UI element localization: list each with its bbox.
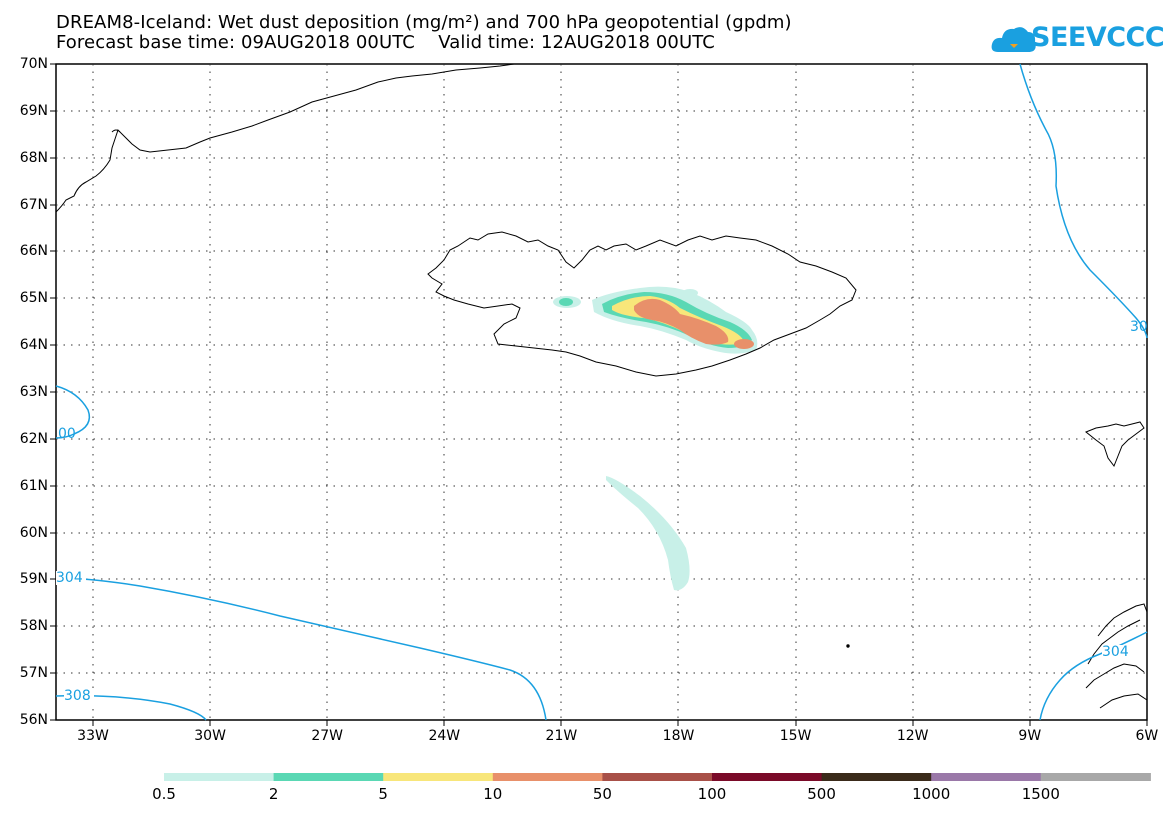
contour-label-304-east: 304 bbox=[1102, 645, 1138, 659]
colorbar-label: 5 bbox=[378, 785, 388, 803]
colorbar-swatch bbox=[712, 773, 823, 781]
lat-label: 66N bbox=[19, 243, 48, 260]
lat-label: 70N bbox=[19, 56, 48, 72]
dust-deposition-shading bbox=[553, 286, 758, 591]
lat-label: 57N bbox=[19, 665, 48, 682]
lat-label: 62N bbox=[19, 430, 48, 447]
colorbar-label: 1500 bbox=[1021, 785, 1060, 803]
lon-label: 30W bbox=[194, 728, 226, 744]
lat-label: 65N bbox=[19, 290, 48, 307]
lon-label: 24W bbox=[428, 728, 461, 744]
map-frame bbox=[55, 63, 1148, 721]
lon-label: 9W bbox=[1018, 728, 1042, 744]
lon-label: 21W bbox=[545, 728, 578, 744]
contour-label-30-east: 30 bbox=[1130, 319, 1148, 335]
colorbar-swatch bbox=[821, 773, 932, 781]
map-subtitle: Forecast base time: 09AUG2018 00UTC Vali… bbox=[56, 32, 715, 53]
tick-marks bbox=[50, 63, 1148, 726]
colorbar-label: 10 bbox=[483, 785, 503, 803]
coastlines bbox=[55, 63, 1148, 709]
lon-label: 33W bbox=[77, 728, 109, 744]
lat-label: 64N bbox=[19, 337, 48, 354]
logo-text: SEEVCCC bbox=[1031, 22, 1165, 53]
lat-label: 60N bbox=[19, 524, 48, 541]
colorbar-label: 50 bbox=[592, 785, 612, 803]
colorbar-label: 2 bbox=[268, 785, 279, 803]
lon-label: 12W bbox=[896, 728, 929, 744]
lon-label: 18W bbox=[662, 728, 695, 744]
contour-label-304-west: 304 bbox=[56, 571, 86, 585]
colorbar-swatch bbox=[273, 773, 384, 781]
lat-label: 58N bbox=[19, 618, 48, 635]
lat-label: 56N bbox=[19, 712, 48, 729]
colorbar-label: 100 bbox=[697, 785, 727, 803]
colorbar-label: 1000 bbox=[912, 785, 951, 803]
lat-label: 68N bbox=[19, 149, 48, 166]
lon-label: 6W bbox=[1135, 728, 1159, 744]
colorbar-swatch bbox=[1040, 773, 1151, 781]
cloud-logo-icon bbox=[991, 27, 1036, 52]
colorbar-label: 0.5 bbox=[152, 785, 176, 803]
map-title: DREAM8-Iceland: Wet dust deposition (mg/… bbox=[56, 12, 792, 33]
lat-label: 59N bbox=[19, 571, 48, 588]
lat-label: 69N bbox=[19, 102, 48, 119]
contour-label-300-west: 00 bbox=[58, 426, 76, 442]
colorbar bbox=[164, 773, 1151, 781]
colorbar-swatch bbox=[492, 773, 603, 781]
lon-label: 15W bbox=[779, 728, 812, 744]
lon-label: 27W bbox=[311, 728, 344, 744]
colorbar-swatch bbox=[383, 773, 494, 781]
colorbar-swatch bbox=[164, 773, 275, 781]
colorbar-swatch bbox=[931, 773, 1042, 781]
lat-label: 67N bbox=[19, 196, 48, 213]
contour-label-308-west: 308 bbox=[64, 689, 94, 703]
colorbar-label: 500 bbox=[807, 785, 836, 803]
lat-label: 63N bbox=[19, 384, 48, 401]
lat-label: 61N bbox=[19, 477, 48, 494]
colorbar-swatch bbox=[602, 773, 713, 781]
